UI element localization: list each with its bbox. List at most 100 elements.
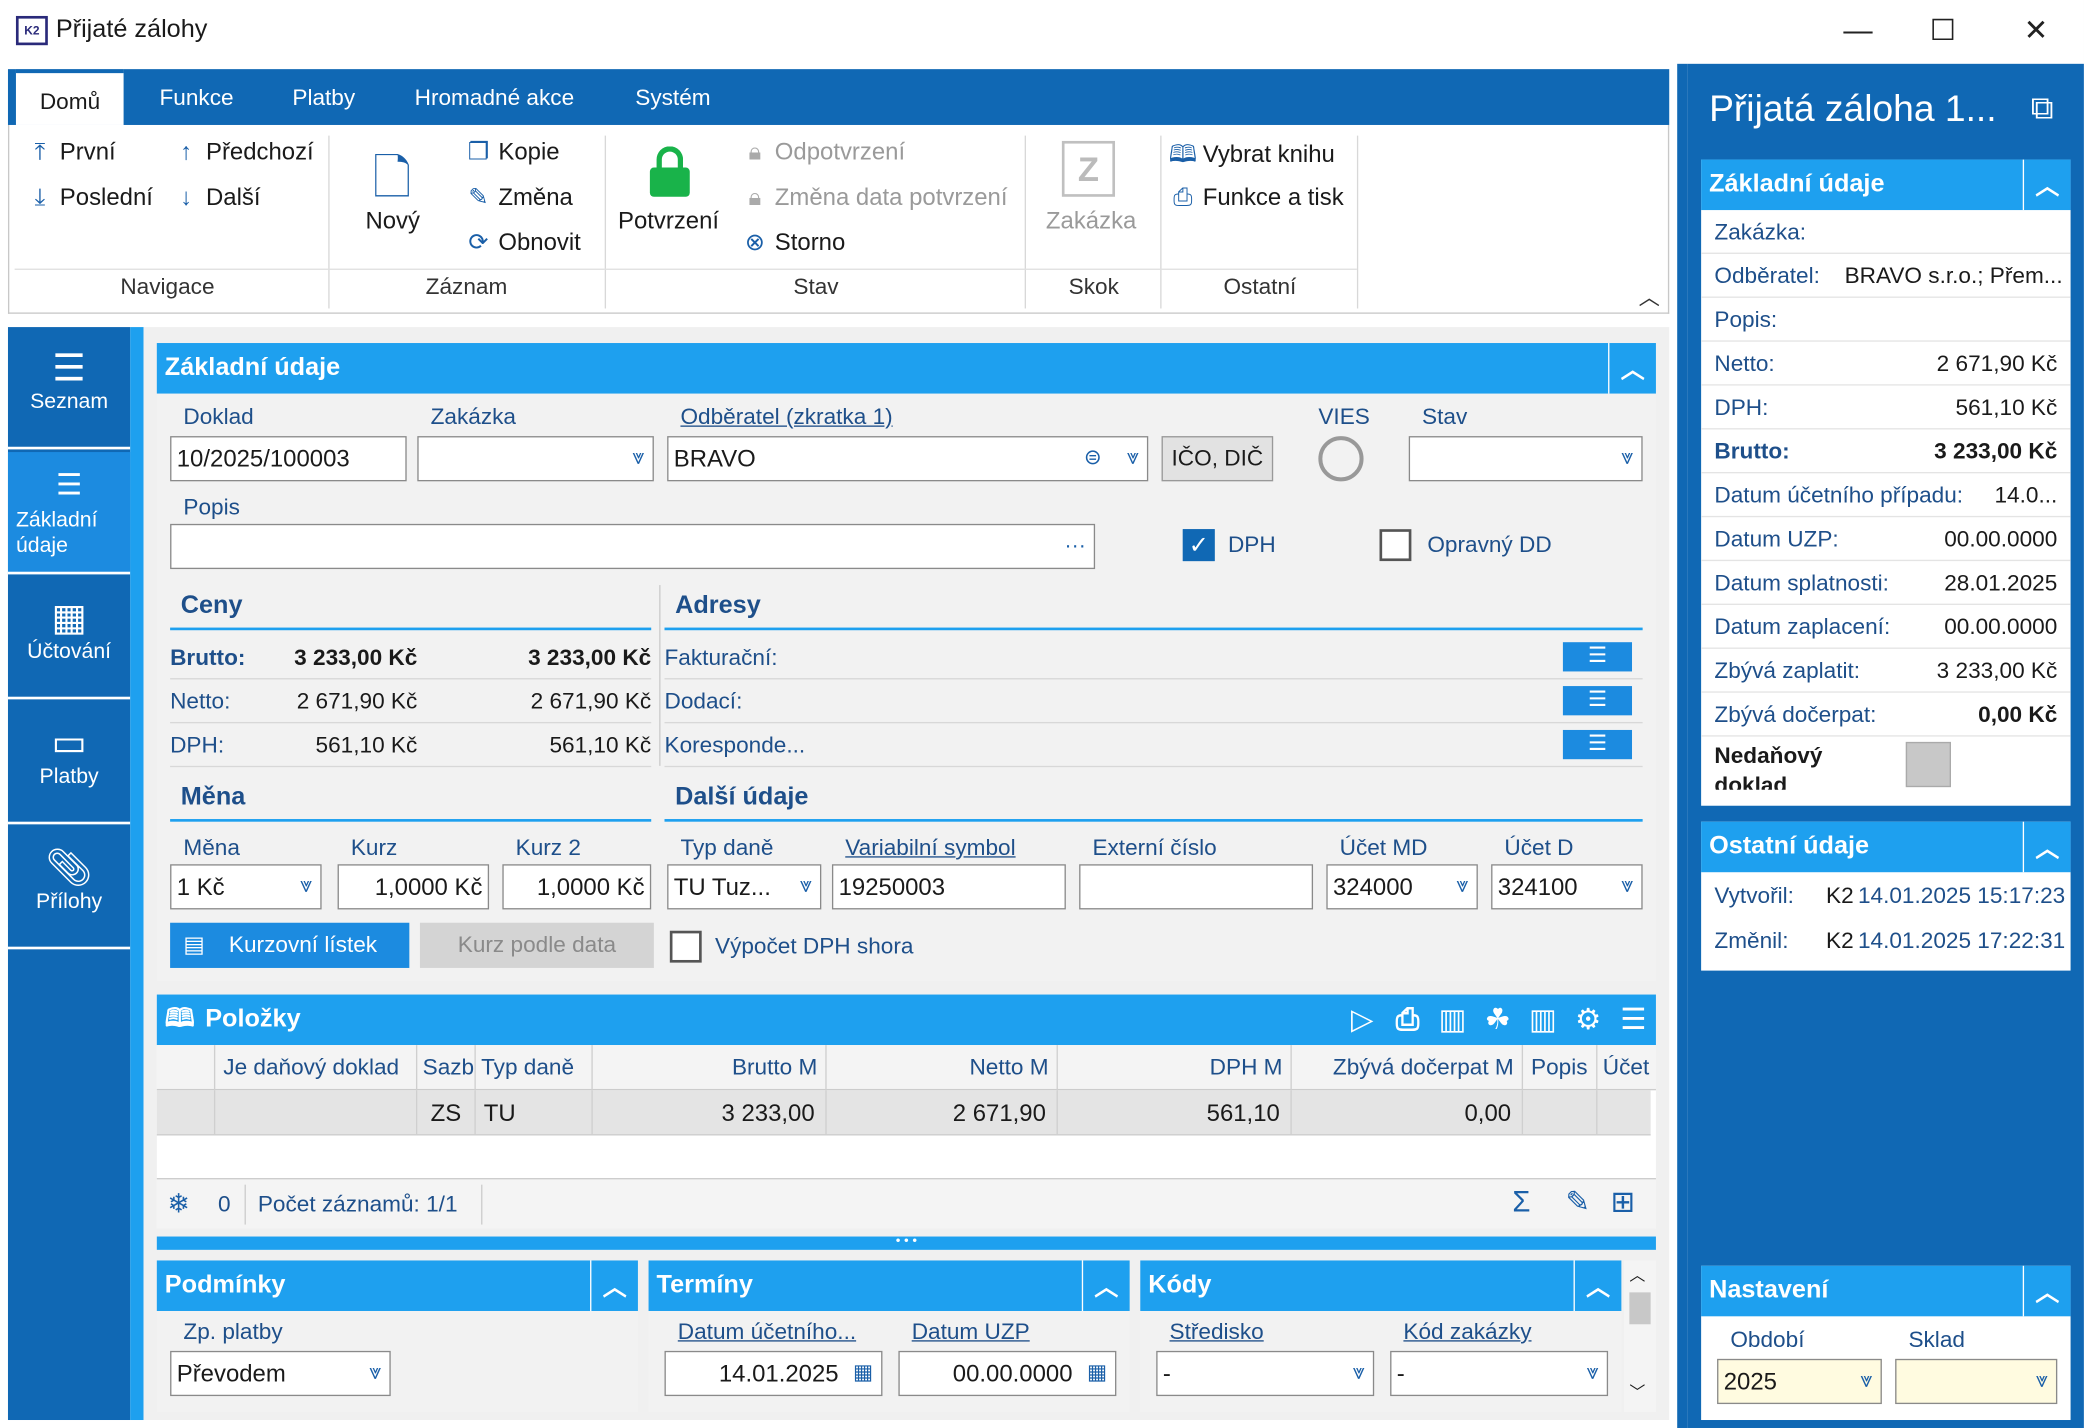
kurz2-field[interactable]: 1,0000 Kč [502,864,652,910]
gear-icon[interactable]: ⚙ [1575,1002,1602,1036]
next-button[interactable]: ↓ Další [171,183,260,211]
chevron-down-icon[interactable]: ⩔ [1621,874,1634,898]
printer-icon[interactable]: ⎙ [1395,1002,1420,1036]
functions-print-button[interactable]: ⎙ Funkce a tisk [1168,183,1343,211]
nav-basic-data[interactable]: ☰ Základní údaje [7,452,131,575]
scroll-thumb[interactable] [1629,1292,1651,1325]
stav-field[interactable]: ⩔ [1408,436,1643,482]
edit-icon[interactable]: ✎ [1565,1184,1591,1218]
columns-icon[interactable]: ▥ [1529,1002,1557,1036]
chevron-down-icon[interactable]: ⩔ [632,446,645,470]
store-field[interactable]: ⩔ [1895,1358,2058,1405]
table-row[interactable]: ZS TU 3 233,00 2 671,90 561,10 0,00 [156,1090,1651,1136]
chevron-down-icon[interactable]: ⩔ [369,1361,382,1385]
first-button[interactable]: ⤒ První [25,138,116,166]
tab-system[interactable]: Systém [635,85,711,111]
vs-label[interactable]: Variabilní symbol [845,834,1016,861]
last-button[interactable]: ⤓ Poslední [25,183,153,211]
col-header[interactable]: Netto M [827,1045,1058,1091]
accounting-date-field[interactable]: 14.01.2025 ▦ [664,1350,883,1397]
scrollbar[interactable]: ︿ ﹀ [1624,1260,1656,1413]
sum-icon[interactable]: Σ [1512,1184,1531,1218]
col-header[interactable]: Zbývá dočerpat M [1292,1045,1524,1091]
add-row-icon[interactable]: ⊞ [1610,1184,1636,1218]
snowflake-icon[interactable]: ❄ [167,1189,190,1220]
nav-accounting[interactable]: ▦ Účtování [7,577,131,700]
dph-checkbox[interactable]: ✓ [1182,529,1215,562]
chevron-down-icon[interactable]: ﹀ [1629,1382,1646,1402]
contract-code-field[interactable]: - ⩔ [1390,1350,1609,1397]
ucet-md-field[interactable]: 324000 ⩔ [1326,864,1478,910]
confirm-button[interactable]: Potvrzení [617,207,720,235]
period-field[interactable]: 2025 ⩔ [1717,1358,1882,1405]
panel-splitter[interactable] [1677,63,1688,1428]
collapse-icon[interactable]: ︿ [2022,1265,2071,1317]
kurz-field[interactable]: 1,0000 Kč [337,864,490,910]
chevron-down-icon[interactable]: ⩔ [1456,874,1469,898]
col-header[interactable]: Účet [1602,1054,1650,1080]
collapse-ribbon-icon[interactable]: ︿ [1638,287,1660,310]
collapse-icon[interactable]: ︿ [1081,1260,1130,1311]
nav-attachments[interactable]: 📎︎ Přílohy [7,827,131,950]
ico-dic-button[interactable]: IČO, DIČ [1161,436,1274,482]
exchange-list-button[interactable]: ▤ Kurzovní lístek [170,922,410,968]
typ-dane-field[interactable]: TU Tuz... ⩔ [667,864,822,910]
change-confirm-date-button[interactable]: 🔒︎ Změna data potvrzení [740,183,1007,211]
menu-icon[interactable]: ☰ [1620,1002,1647,1036]
refresh-button[interactable]: ⟳ Obnovit [464,229,580,257]
payment-method-field[interactable]: Převodem ⩔ [170,1350,391,1397]
external-link-icon[interactable]: ⧉ [2030,90,2054,127]
col-header[interactable]: Sazb [417,1045,476,1091]
menu-icon[interactable]: ☰ [1562,642,1633,672]
tab-functions[interactable]: Funkce [159,85,234,111]
uzp-date-label[interactable]: Datum UZP [911,1318,1030,1345]
vs-field[interactable]: 19250003 [831,864,1066,910]
calendar-icon[interactable]: ▦ [1086,1361,1108,1385]
tab-bulk-actions[interactable]: Hromadné akce [414,85,575,111]
popis-field[interactable]: ··· [170,523,1096,570]
collapse-icon[interactable]: ︿ [1608,343,1656,394]
chevron-up-icon[interactable]: ︿ [1629,1265,1646,1285]
center-label[interactable]: Středisko [1169,1318,1264,1345]
storno-button[interactable]: ⊗ Storno [740,229,845,257]
splitter-handle[interactable]: • • • [156,1235,1656,1250]
opravny-checkbox[interactable] [1379,529,1412,562]
more-button[interactable]: ··· [1064,534,1086,558]
vypocet-checkbox[interactable] [669,930,702,963]
play-icon[interactable]: ▷ [1350,1002,1374,1036]
chevron-down-icon[interactable]: ⩔ [800,874,813,898]
collapse-icon[interactable]: ︿ [590,1260,638,1311]
chevron-down-icon[interactable]: ⩔ [2035,1369,2048,1393]
chevron-down-icon[interactable]: ⩔ [1586,1361,1599,1385]
chevron-down-icon[interactable]: ⩔ [1860,1369,1873,1393]
chart-icon[interactable]: ▥ [1438,1002,1467,1036]
collapse-icon[interactable]: ︿ [1573,1260,1622,1311]
nedanovy-checkbox[interactable] [1905,741,1951,788]
rate-by-date-button[interactable]: Kurz podle data [419,922,654,968]
ext-field[interactable] [1079,864,1314,910]
chevron-down-icon[interactable]: ⩔ [1126,446,1139,470]
calendar-icon[interactable]: ▦ [853,1361,874,1385]
chevron-down-icon[interactable]: ⩔ [1621,446,1634,470]
unconfirm-button[interactable]: 🔒︎ Odpotvrzení [740,138,905,166]
chevron-down-icon[interactable]: ⩔ [1352,1361,1365,1385]
odberatel-field[interactable]: BRAVO ⊜ ⩔ [667,436,1149,482]
contract-jump-button[interactable]: Zakázka [1045,207,1137,235]
contract-code-label[interactable]: Kód zakázky [1403,1318,1532,1345]
edit-button[interactable]: ✎ Změna [464,183,572,211]
col-header[interactable]: DPH M [1058,1045,1292,1091]
nav-payments[interactable]: ▭ Platby [7,702,131,825]
ucet-d-field[interactable]: 324100 ⩔ [1491,864,1643,910]
uzp-date-field[interactable]: 00.00.0000 ▦ [898,1350,1117,1397]
nodes-icon[interactable]: ☘ [1484,1002,1511,1036]
select-book-button[interactable]: 🕮 Vybrat knihu [1168,138,1335,178]
menu-icon[interactable]: ☰ [1562,686,1633,716]
close-button[interactable]: ✕ [2023,13,2049,47]
search-list-icon[interactable]: ⊜ [1083,446,1102,470]
tab-home[interactable]: Domů [15,69,125,125]
col-header[interactable]: Typ daně [476,1045,593,1091]
mena-field[interactable]: 1 Kč ⩔ [170,864,322,910]
tab-payments[interactable]: Platby [292,85,356,111]
maximize-button[interactable]: ☐ [1929,13,1957,47]
minimize-button[interactable]: — [1843,13,1873,47]
